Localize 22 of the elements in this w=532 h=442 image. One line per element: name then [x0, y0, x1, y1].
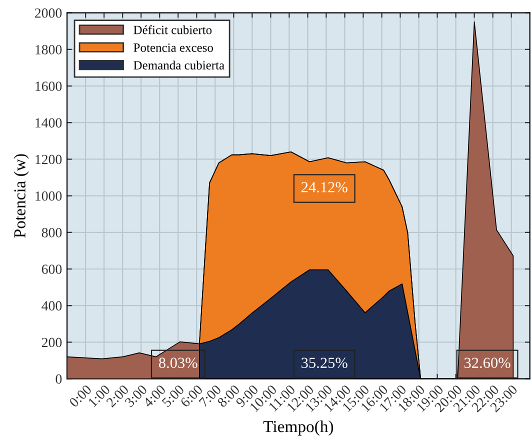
annotation: 8.03% — [158, 358, 198, 368]
annotation: 32.60% — [464, 358, 510, 368]
y-tick-label: 600 — [42, 264, 62, 274]
y-tick-label: 800 — [42, 228, 62, 238]
x-axis-title: Tiempo(h) — [263, 420, 334, 436]
y-tick-label: 1400 — [36, 118, 62, 128]
y-tick-label: 1600 — [36, 82, 62, 91]
x-tick-label: 0:00 — [68, 384, 92, 408]
y-tick-label: 2000 — [35, 8, 62, 18]
annotation: 35.25% — [302, 358, 348, 368]
y-tick-label: 1000 — [36, 191, 62, 201]
y-tick-label: 0 — [56, 374, 62, 384]
y-tick-label: 1200 — [36, 154, 62, 164]
y-axis-title: Potencia (w) — [14, 154, 29, 238]
y-tick-label: 1800 — [36, 45, 62, 54]
legend-label: Potencia exceso — [134, 43, 213, 52]
annotation: 24.12% — [301, 182, 348, 192]
legend-label: Déficit cubierto — [134, 25, 212, 34]
y-tick-label: 400 — [42, 301, 62, 311]
x-tick-label: 8:00 — [216, 384, 240, 408]
y-tick-label: 200 — [42, 338, 62, 348]
legend-label: Demanda cubierta — [134, 60, 224, 70]
